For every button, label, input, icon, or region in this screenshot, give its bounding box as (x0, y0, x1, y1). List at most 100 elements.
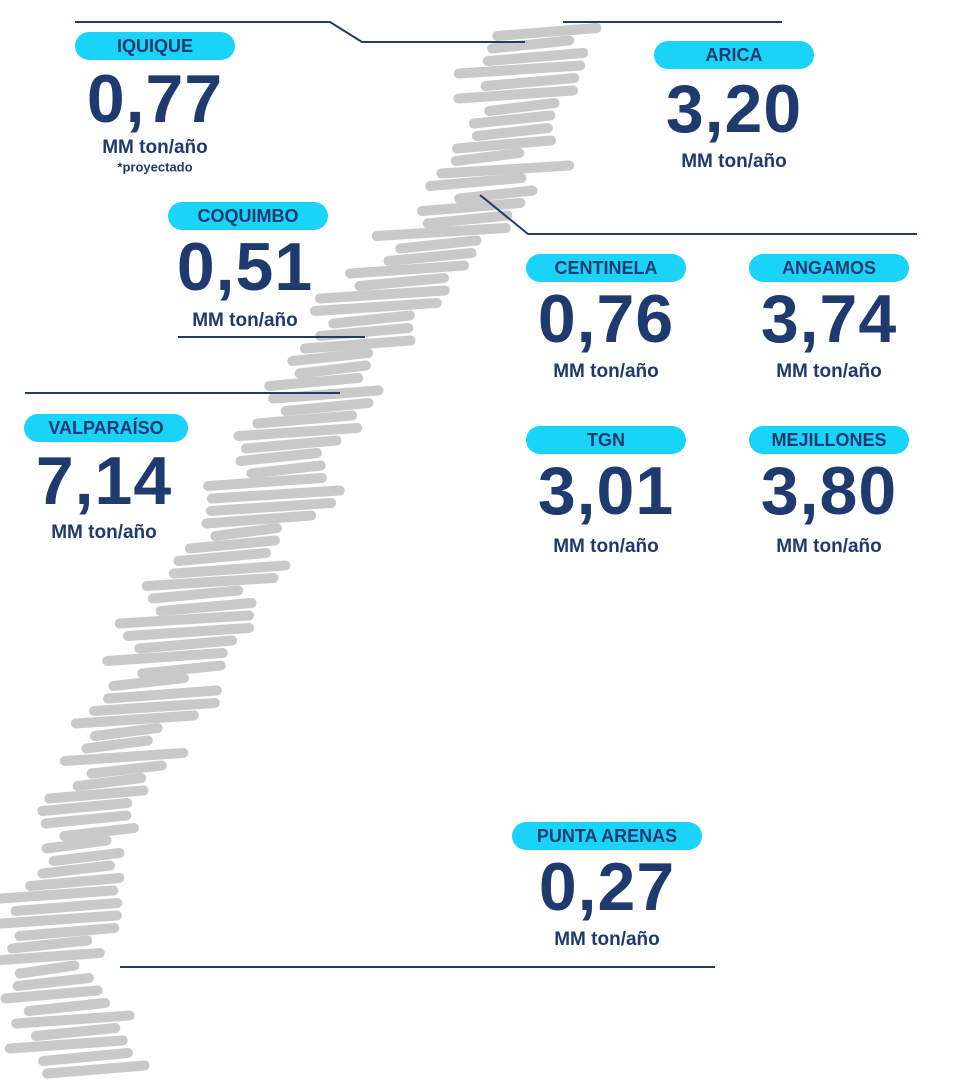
port-name: TGN (587, 430, 625, 450)
map-stripe (487, 35, 575, 54)
map-stripe (103, 685, 222, 704)
map-stripe (0, 910, 122, 929)
map-stripe (480, 73, 580, 91)
port-unit: MM ton/año (51, 522, 157, 543)
port-name: PUNTA ARENAS (537, 826, 677, 846)
map-stripe (23, 998, 111, 1016)
map-stripe (90, 723, 163, 741)
port-name: CENTINELA (555, 258, 658, 278)
map-stripe (264, 373, 364, 391)
map-stripe (206, 485, 345, 504)
port-value: 3,80 (761, 453, 897, 529)
map-stripe (141, 573, 279, 591)
map-stripe (203, 473, 327, 491)
map-stripe (294, 360, 371, 379)
port-note: *proyectado (117, 159, 192, 174)
port-value: 3,74 (761, 281, 897, 357)
port-value: 3,01 (538, 453, 674, 529)
map-stripe (453, 60, 586, 79)
port-unit: MM ton/año (192, 310, 298, 331)
map-stripe (173, 548, 272, 566)
map-stripe (114, 610, 255, 629)
map-stripe (184, 535, 280, 554)
port-unit: MM ton/año (554, 929, 660, 950)
map-stripe (102, 648, 228, 666)
map-stripe (30, 1023, 121, 1041)
map-stripe (41, 835, 112, 854)
map-stripe (108, 673, 190, 691)
map-stripe (468, 110, 556, 129)
map-stripe (328, 310, 415, 329)
map-stripe (0, 948, 105, 966)
map-stripe (314, 285, 450, 304)
port-unit: MM ton/año (776, 361, 882, 382)
map-stripe (484, 98, 560, 116)
map-stripe (287, 348, 374, 366)
port-value: 0,77 (87, 61, 223, 137)
map-stripe (240, 435, 342, 454)
map-stripe (417, 198, 526, 216)
country-shape (0, 23, 602, 1079)
map-stripe (210, 523, 282, 541)
map-stripe (137, 660, 226, 679)
name-pill (75, 32, 235, 60)
map-stripe (147, 585, 244, 604)
map-stripe (25, 873, 125, 891)
map-stripe (454, 185, 538, 204)
name-pill (654, 41, 814, 69)
map-stripe (44, 785, 149, 804)
port-name: IQUIQUE (117, 36, 193, 56)
port-name: COQUIMBO (198, 206, 299, 226)
map-stripe (280, 398, 374, 416)
map-stripe (14, 960, 80, 979)
port-unit: MM ton/año (102, 137, 208, 158)
map-stripe (371, 223, 511, 241)
map-stripe (252, 410, 358, 429)
map-stripe (7, 935, 93, 954)
name-pill (512, 822, 702, 850)
port-card: VALPARAÍSO 7,14 MM ton/año (24, 414, 188, 543)
port-card: CENTINELA 0,76 MM ton/año (526, 254, 686, 382)
port-unit: MM ton/año (681, 151, 787, 172)
port-card: MEJILLONES 3,80 MM ton/año (749, 426, 909, 557)
connector-line (479, 194, 917, 235)
name-pill (749, 426, 909, 454)
map-stripe (299, 335, 416, 354)
map-stripe (10, 898, 123, 916)
port-value: 7,14 (36, 443, 172, 519)
map-stripe (246, 460, 326, 479)
port-name: MEJILLONES (771, 430, 886, 450)
port-unit: MM ton/año (553, 536, 659, 557)
map-stripe (12, 973, 94, 991)
map-stripe (168, 560, 291, 579)
map-stripe (0, 985, 103, 1004)
map-stripe (42, 1060, 150, 1079)
map-stripe (205, 498, 337, 516)
map-stripe (88, 698, 220, 716)
map-stripe (38, 1048, 133, 1066)
map-stripe (492, 23, 602, 41)
map-stripe (451, 135, 557, 154)
map-stripe (70, 710, 199, 729)
name-pill (24, 414, 188, 442)
map-stripe (4, 1035, 128, 1054)
connectors (25, 21, 917, 968)
connector-line (75, 21, 525, 43)
map-stripe (235, 448, 322, 466)
map-stripe (233, 423, 363, 441)
name-pill (749, 254, 909, 282)
map-stripe (0, 885, 119, 904)
map-stripe (59, 823, 139, 841)
port-card: PUNTA ARENAS 0,27 MM ton/año (512, 822, 702, 950)
port-name: VALPARAÍSO (48, 417, 163, 438)
map-stripe (86, 760, 167, 779)
map-stripe (11, 1010, 135, 1029)
name-pill (526, 254, 686, 282)
map-stripe (37, 860, 116, 879)
map-stripe (268, 385, 384, 404)
map-stripe (482, 48, 589, 66)
map-stripe (383, 248, 477, 266)
map-stripe (155, 598, 257, 616)
